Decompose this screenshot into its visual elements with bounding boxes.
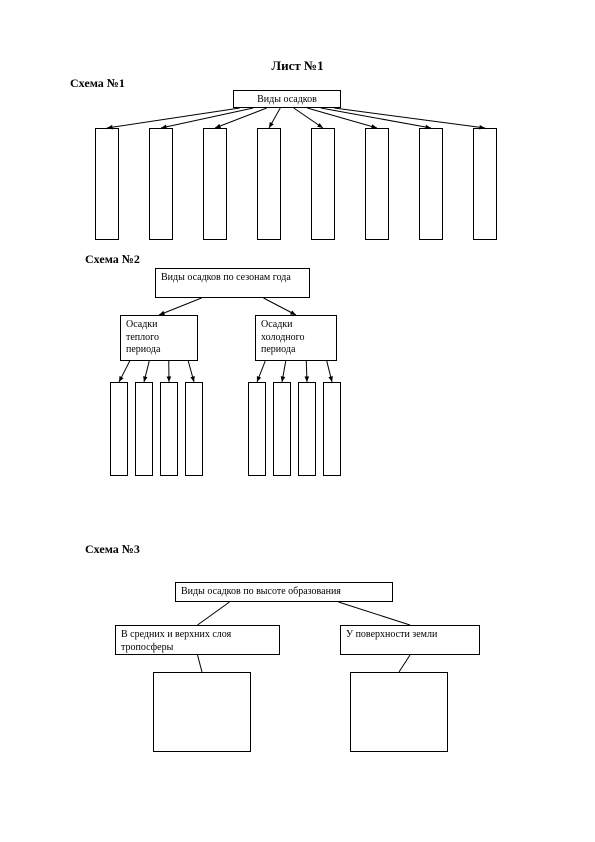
schema2-child (185, 382, 203, 476)
schema3-label: Схема №3 (85, 542, 140, 557)
schema2-root: Виды осадков по сезонам года (155, 268, 310, 298)
schema2-child (273, 382, 291, 476)
schema2-label: Схема №2 (85, 252, 140, 267)
schema1-root: Виды осадков (233, 90, 341, 108)
schema2-child (160, 382, 178, 476)
schema1-child (311, 128, 335, 240)
schema1-label: Схема №1 (70, 76, 125, 91)
schema2-mid-right: Осадки холодного периода (255, 315, 337, 361)
schema3-root: Виды осадков по высоте образования (175, 582, 393, 602)
schema1-child (95, 128, 119, 240)
schema2-mid-left: Осадки теплого периода (120, 315, 198, 361)
schema2-child (298, 382, 316, 476)
schema1-child (365, 128, 389, 240)
schema1-child (257, 128, 281, 240)
schema2-child (135, 382, 153, 476)
schema3-leaf-left (153, 672, 251, 752)
page-title: Лист №1 (0, 58, 595, 74)
schema1-child (419, 128, 443, 240)
schema3-mid-left: В средних и верхних слоя тропосферы (115, 625, 280, 655)
schema2-child (248, 382, 266, 476)
schema2-child (110, 382, 128, 476)
schema2-child (323, 382, 341, 476)
schema3-mid-right: У поверхности земли (340, 625, 480, 655)
schema1-child (473, 128, 497, 240)
schema1-child (149, 128, 173, 240)
schema1-child (203, 128, 227, 240)
schema3-leaf-right (350, 672, 448, 752)
